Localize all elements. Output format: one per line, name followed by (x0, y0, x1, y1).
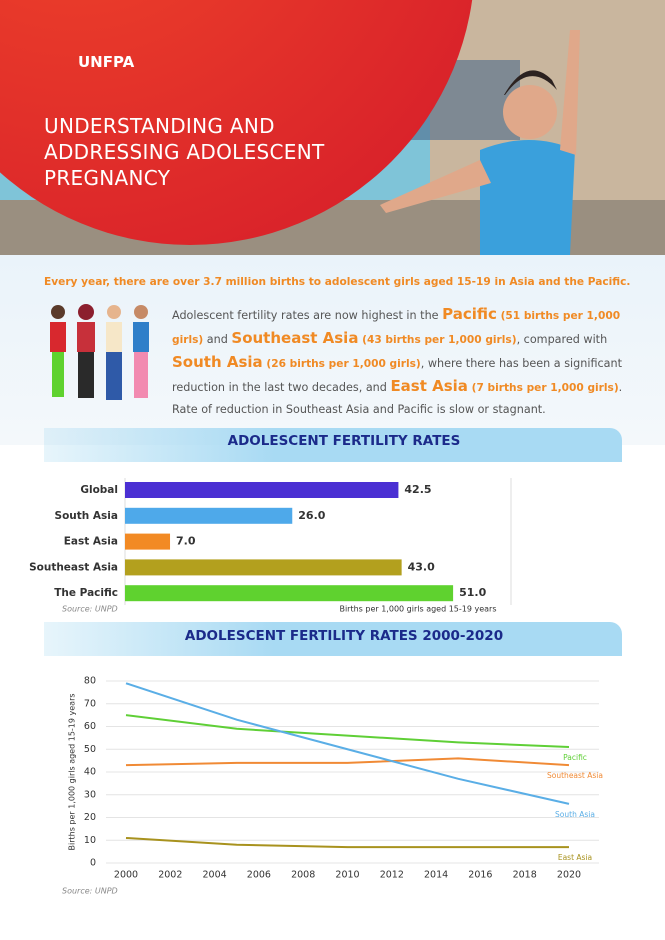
value-label: 42.5 (404, 483, 431, 496)
category-label: Southeast Asia (29, 561, 118, 573)
region: South Asia (172, 353, 263, 371)
section-band (44, 428, 622, 462)
x-tick-label: 2012 (380, 870, 404, 881)
chart-title: ADOLESCENT FERTILITY RATES (227, 433, 461, 449)
x-tick-label: 2018 (513, 870, 537, 881)
y-tick-label: 10 (84, 835, 96, 846)
bar-chart: Global 42.5 South Asia 26.0 East Asia 7.0 Sout… (29, 478, 512, 614)
y-tick-label: 80 (84, 676, 96, 687)
section-band (44, 622, 622, 656)
x-axis-label: Births per 1,000 girls aged 15-19 years (339, 605, 496, 614)
intro-paragraph: Adolescent fertility rates are now highe… (172, 303, 627, 421)
category-label: East Asia (64, 536, 118, 548)
series-label: Pacific (563, 753, 587, 762)
rate: (51 births per 1,000 girls) (172, 310, 621, 346)
region: Southeast Asia (231, 329, 359, 347)
text: . Rate of reduction in Southeast Asia an… (172, 381, 623, 416)
x-tick-label: 2000 (114, 870, 138, 881)
girls-illustration (50, 304, 149, 400)
series-line (125, 757, 570, 767)
line-chart: 0 10 20 30 40 50 60 70 80 2000 2002 2004 2006 2008 201… (62, 676, 603, 896)
series-line (125, 682, 570, 805)
bar (125, 482, 399, 498)
x-tick-label: 2020 (557, 870, 581, 881)
x-tick-label: 2002 (158, 870, 182, 881)
category-label: Global (80, 484, 118, 496)
text: , compared with (516, 333, 608, 346)
bar (125, 585, 454, 602)
category-label: South Asia (55, 510, 118, 522)
bar (125, 533, 171, 550)
y-tick-label: 0 (90, 858, 96, 869)
bar (125, 507, 293, 524)
source: Source: UNPD (62, 887, 118, 896)
chart-title: ADOLESCENT FERTILITY RATES 2000-2020 (184, 628, 504, 644)
value-label: 7.0 (176, 535, 196, 548)
value-label: 43.0 (408, 560, 435, 573)
rate: (26 births per 1,000 girls) (262, 358, 421, 370)
x-tick-label: 2004 (203, 870, 227, 881)
series-label: East Asia (558, 853, 592, 862)
bar (125, 559, 402, 576)
series-line (125, 836, 569, 849)
region: Pacific (442, 305, 497, 323)
region: East Asia (390, 377, 468, 395)
y-tick-label: 60 (84, 721, 96, 732)
text: Adolescent fertility rates are now highe… (172, 309, 443, 322)
rate: (7 births per 1,000 girls) (467, 382, 619, 394)
logo: UNFPA (78, 53, 135, 71)
category-label: The Pacific (54, 587, 118, 599)
value-label: 51.0 (459, 586, 486, 599)
series-label: Southeast Asia (547, 771, 603, 780)
series-line (125, 714, 570, 748)
headline: Every year, there are over 3.7 million b… (44, 276, 631, 288)
y-tick-label: 20 (84, 812, 96, 823)
page-title: UNDERSTANDING AND ADDRESSING ADOLESCENT … (44, 114, 325, 190)
series-label: South Asia (555, 810, 595, 819)
y-tick-label: 70 (84, 698, 96, 709)
x-tick-label: 2008 (291, 870, 315, 881)
header-image (0, 0, 665, 255)
y-tick-label: 40 (84, 767, 96, 778)
y-tick-label: 30 (84, 789, 96, 800)
text: , where there has been a significant red… (172, 357, 622, 394)
x-tick-label: 2006 (247, 870, 271, 881)
y-axis-label: Births per 1,000 girls aged 15-19 years (68, 693, 77, 850)
x-tick-label: 2010 (335, 870, 359, 881)
x-tick-label: 2014 (424, 870, 448, 881)
source: Source: UNPD (62, 605, 118, 614)
rate: (43 births per 1,000 girls) (358, 334, 517, 346)
value-label: 26.0 (298, 509, 325, 522)
text: and (203, 333, 232, 346)
y-tick-label: 50 (84, 744, 96, 755)
x-tick-label: 2016 (468, 870, 492, 881)
